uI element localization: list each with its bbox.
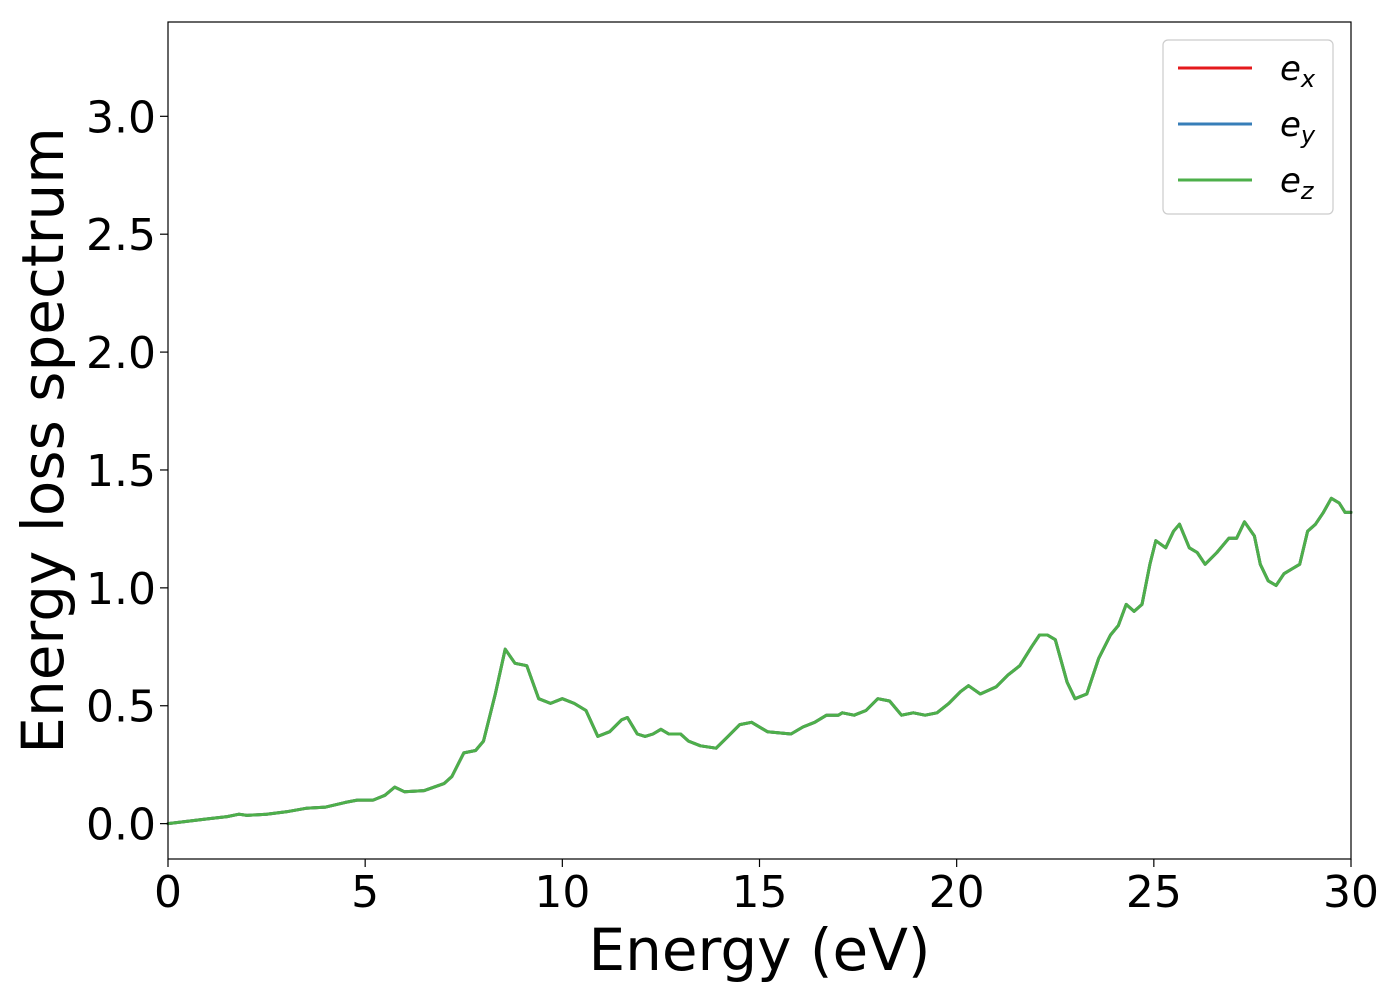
legend-box [1162, 39, 1334, 215]
y-tick-label: 2.0 [86, 328, 156, 379]
x-tick-label: 0 [154, 867, 182, 918]
y-tick-label: 3.0 [86, 92, 156, 143]
y-tick-label: 1.0 [86, 564, 156, 615]
x-tick-label: 30 [1323, 867, 1379, 918]
y-tick-label: 0.0 [86, 800, 156, 851]
x-tick-label: 15 [732, 867, 788, 918]
y-axis: 0.0 0.5 1.0 1.5 2.0 2.5 3.0 [86, 92, 168, 851]
y-tick-label: 2.5 [86, 210, 156, 261]
series-line-ey [166, 496, 1353, 826]
y-axis-title: Energy loss spectrum [9, 127, 77, 753]
x-axis: 0 5 10 15 20 25 30 [154, 859, 1379, 918]
x-axis-title: Energy (eV) [588, 916, 930, 984]
series-line-ez [166, 496, 1353, 826]
legend: ex ey ez [1162, 39, 1334, 215]
x-tick-label: 20 [929, 867, 985, 918]
legend-label-ex: ex [1280, 49, 1316, 93]
x-tick-label: 10 [534, 867, 590, 918]
series-line-ex [166, 496, 1353, 826]
legend-label-ey: ey [1280, 105, 1316, 149]
y-tick-label: 0.5 [86, 682, 156, 733]
series-layer [166, 496, 1353, 826]
x-tick-label: 25 [1126, 867, 1182, 918]
x-tick-label: 5 [351, 867, 379, 918]
legend-label-ez: ez [1280, 161, 1315, 205]
y-tick-label: 1.5 [86, 446, 156, 497]
